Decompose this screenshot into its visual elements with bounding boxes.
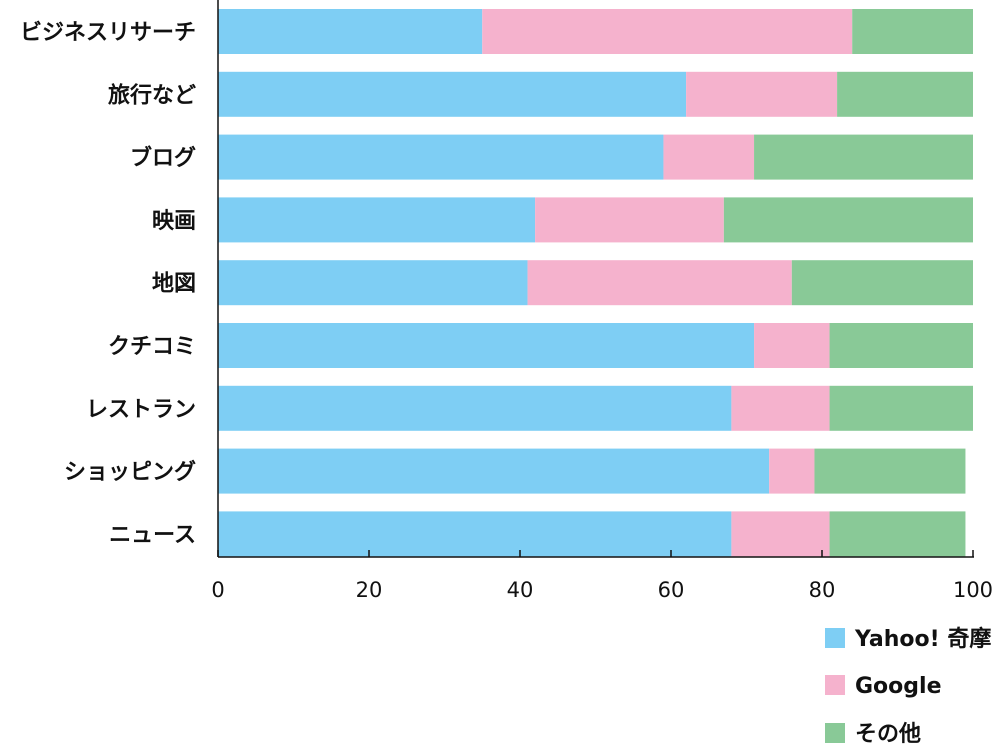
- category-label: 旅行など: [108, 82, 196, 108]
- category-label: レストラン: [86, 397, 196, 422]
- x-tick-label: 20: [356, 578, 383, 602]
- bar-segment: [791, 260, 973, 306]
- bar-segment: [218, 134, 664, 180]
- bar-segment: [218, 448, 770, 494]
- legend-label: Yahoo! 奇摩: [854, 626, 991, 652]
- bar-segment: [218, 385, 732, 431]
- bar-segment: [723, 197, 973, 243]
- legend-label: その他: [855, 722, 921, 747]
- legend-swatch: [825, 675, 845, 695]
- category-label: ブログ: [130, 145, 196, 171]
- x-tick-label: 40: [507, 578, 534, 602]
- bars-group: [218, 9, 973, 557]
- category-label: 地図: [152, 272, 196, 297]
- bar-segment: [814, 448, 966, 494]
- bar-segment: [218, 197, 536, 243]
- bar-segment: [837, 71, 973, 117]
- x-tick-label: 60: [658, 578, 685, 602]
- bar-segment: [218, 323, 755, 368]
- bar-segment: [829, 511, 966, 557]
- category-label: 映画: [152, 209, 196, 234]
- category-label: クチコミ: [108, 335, 196, 360]
- bar-segment: [218, 511, 732, 557]
- x-axis-ticks: 0 20 40 60 80 100: [211, 550, 993, 602]
- category-label: ショッピング: [64, 459, 196, 485]
- bar-segment: [754, 134, 973, 180]
- bar-segment: [218, 9, 483, 54]
- bar-segment: [852, 9, 973, 54]
- category-label: ビジネスリサーチ: [20, 21, 196, 46]
- bar-segment: [731, 385, 830, 431]
- legend-label: Google: [855, 674, 942, 699]
- bar-segment: [829, 323, 973, 368]
- bar-segment: [535, 197, 724, 243]
- bar-segment: [218, 71, 687, 117]
- bar-segment: [754, 323, 830, 368]
- x-tick-label: 80: [809, 578, 836, 602]
- legend-swatch: [825, 628, 845, 648]
- bar-segment: [731, 511, 830, 557]
- category-label: ニュース: [109, 523, 196, 548]
- bar-segment: [686, 71, 838, 117]
- legend: Yahoo! 奇摩 Google その他: [825, 626, 991, 747]
- bar-segment: [663, 134, 755, 180]
- bar-segment: [829, 385, 973, 431]
- bar-segment: [527, 260, 792, 306]
- bar-segment: [482, 9, 853, 54]
- x-tick-label: 0: [211, 578, 224, 602]
- x-tick-label: 100: [953, 578, 993, 602]
- legend-swatch: [825, 723, 845, 743]
- bar-segment: [218, 260, 528, 306]
- bar-segment: [769, 448, 815, 494]
